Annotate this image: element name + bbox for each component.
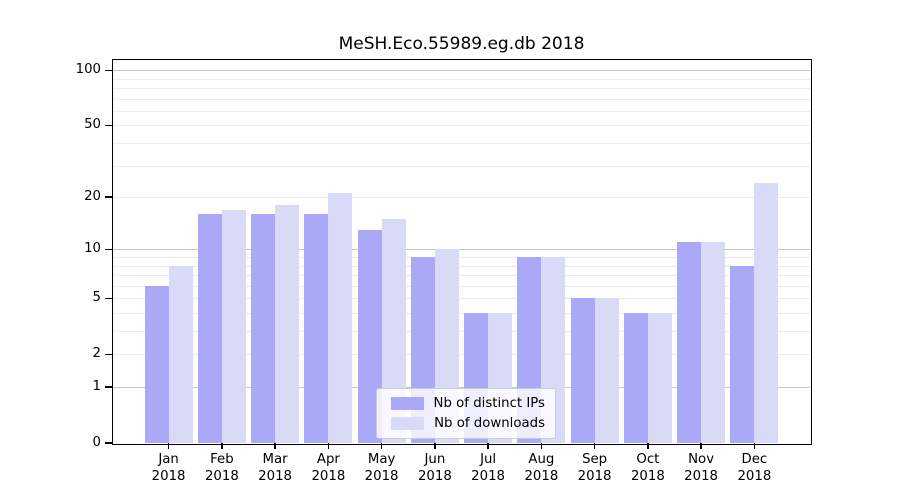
gridline-major-10 [113, 249, 810, 251]
gridline-minor-20 [113, 197, 810, 199]
x-tick-5 [380, 443, 383, 449]
bar-distinct-ips-mar [251, 214, 276, 443]
bar-downloads-dec [754, 183, 779, 443]
y-tick-label-0: 0 [92, 435, 101, 450]
gridline-minor-50 [113, 125, 810, 127]
x-tick-label-oct: Oct 2018 [630, 452, 665, 484]
bar-distinct-ips-oct [623, 313, 648, 443]
legend-swatch-distinct-ips [390, 397, 424, 410]
plot-area: 0 1 2 5 10 20 50 100 Jan 2018 Feb 2018 Mar 2018 Apr… [76, 58, 812, 484]
y-tick-label-5: 5 [92, 290, 101, 306]
bar-distinct-ips-apr [304, 214, 329, 443]
bar-downloads-feb [221, 209, 246, 443]
bar-downloads-sep [594, 298, 619, 443]
gridline-major-1 [113, 387, 810, 388]
y-tick-20 [105, 196, 113, 198]
legend-item-downloads: Nb of downloads [386, 416, 545, 431]
x-tick-label-dec: Dec 2018 [737, 452, 772, 484]
y-tick-1 [105, 386, 113, 388]
x-tick-7 [487, 443, 489, 449]
bar-distinct-ips-jan [144, 285, 169, 443]
bar-downloads-jan [168, 265, 193, 443]
x-tick-label-jun: Jun 2018 [417, 452, 452, 484]
legend: Nb of distinct IPs Nb of downloads [376, 388, 556, 439]
gridline-minor-60 [113, 110, 810, 112]
bar-distinct-ips-sep [570, 298, 595, 443]
x-tick-9 [593, 443, 596, 449]
y-tick-label-20: 20 [84, 189, 101, 205]
y-tick-0 [105, 442, 113, 444]
bar-distinct-ips-feb [197, 214, 222, 443]
gridline-minor-90 [113, 78, 810, 80]
x-tick-label-jan: Jan 2018 [151, 452, 186, 484]
gridline-minor-2 [113, 354, 810, 356]
bar-downloads-nov [701, 242, 726, 443]
gridline-minor-9 [113, 257, 810, 258]
gridline-minor-5 [113, 298, 810, 300]
x-tick-8 [540, 443, 543, 449]
y-tick-label-50: 50 [84, 117, 101, 133]
x-tick-12 [753, 443, 756, 449]
x-tick-label-sep: Sep 2018 [577, 452, 612, 484]
x-tick-label-apr: Apr 2018 [311, 452, 346, 484]
gridline-minor-70 [113, 98, 810, 100]
gridline-minor-8 [113, 265, 810, 267]
chart-title: MeSH.Eco.55989.eg.db 2018 [338, 34, 585, 54]
x-tick-3 [274, 443, 276, 449]
bar-downloads-apr [328, 193, 353, 443]
gridline-major-100 [113, 70, 810, 72]
y-tick-label-10: 10 [84, 241, 101, 257]
legend-item-distinct-ips: Nb of distinct IPs [386, 396, 545, 411]
x-tick-10 [647, 443, 649, 449]
legend-swatch-downloads [391, 417, 425, 430]
bar-distinct-ips-nov [677, 242, 702, 443]
x-tick-label-nov: Nov 2018 [684, 452, 719, 484]
x-tick-6 [434, 443, 436, 449]
gridline-minor-30 [113, 165, 810, 167]
x-tick-2 [221, 443, 223, 449]
legend-label-downloads: Nb of downloads [434, 416, 545, 431]
x-tick-label-mar: Mar 2018 [258, 452, 293, 484]
y-tick-5 [105, 297, 113, 299]
bar-downloads-mar [275, 205, 300, 443]
y-tick-label-100: 100 [75, 62, 101, 78]
bar-downloads-oct [647, 313, 672, 443]
x-tick-label-jul: Jul 2018 [471, 452, 506, 484]
gridline-minor-80 [113, 88, 810, 89]
x-tick-label-aug: Aug 2018 [524, 452, 559, 484]
y-tick-label-1: 1 [92, 379, 101, 394]
y-tick-10 [105, 248, 113, 251]
gridline-minor-6 [113, 285, 810, 287]
gridline-minor-7 [113, 275, 810, 276]
gridline-minor-3 [113, 331, 810, 332]
x-tick-11 [700, 443, 702, 449]
y-tick-100 [105, 69, 113, 71]
y-tick-50 [105, 124, 113, 127]
legend-label-distinct-ips: Nb of distinct IPs [433, 396, 545, 411]
bar-distinct-ips-dec [730, 265, 755, 443]
x-tick-label-feb: Feb 2018 [204, 452, 239, 484]
gridline-minor-4 [113, 313, 810, 314]
y-tick-label-2: 2 [92, 346, 101, 362]
gridline-minor-40 [113, 143, 810, 144]
y-tick-2 [105, 353, 113, 355]
x-tick-1 [167, 443, 170, 449]
x-tick-4 [327, 443, 330, 449]
x-tick-label-may: May 2018 [364, 452, 399, 484]
